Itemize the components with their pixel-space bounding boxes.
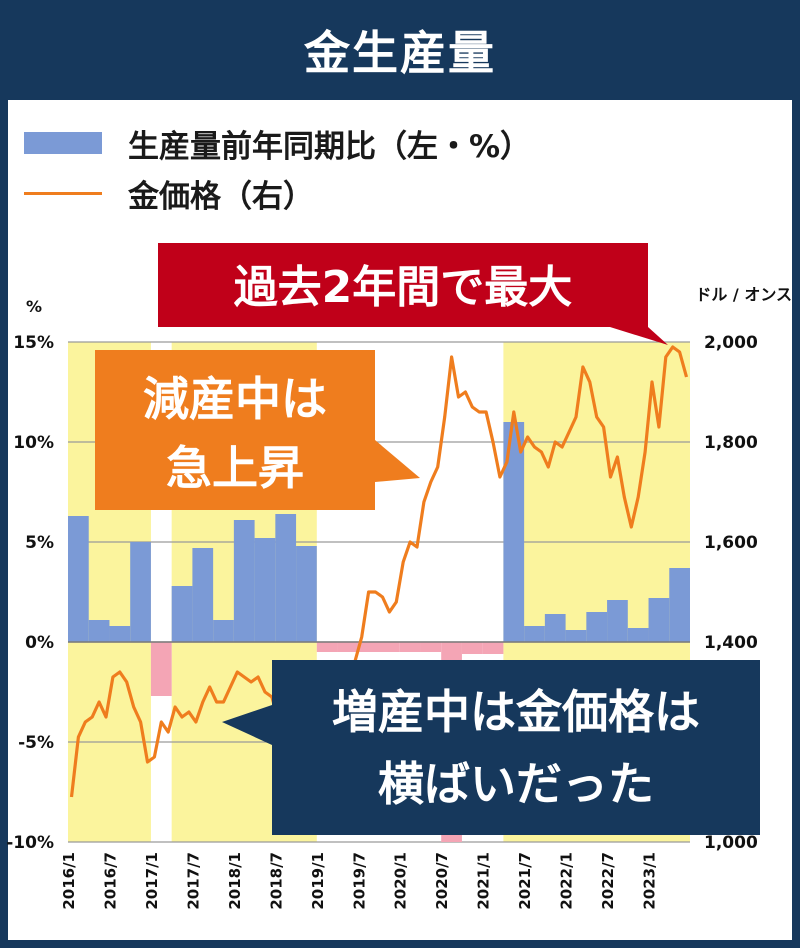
callout-decline-pointer — [375, 440, 420, 482]
x-tick-label: 2022/1 — [558, 852, 576, 910]
bar-2019Q1 — [316, 642, 338, 652]
x-tick-label: 2018/7 — [267, 852, 285, 910]
bar-2017Q2 — [171, 586, 193, 642]
x-tick-label: 2021/7 — [516, 852, 534, 910]
callout-max-pointer — [610, 327, 668, 345]
x-axis: 2016/1 2016/7 2017/1 2017/7 2018/1 2018/7 2019… — [60, 852, 659, 910]
left-tick-label: 0% — [25, 633, 54, 653]
bar-2016Q4 — [130, 542, 151, 642]
gold-price-line — [69, 345, 689, 798]
production-bars — [68, 422, 690, 842]
legend-label-line: 金価格（右） — [128, 178, 314, 215]
bar-2017Q3 — [192, 548, 214, 642]
right-axis-unit: ドル / オンス — [695, 285, 792, 304]
callout-decline-line2: 急上昇 — [166, 441, 304, 495]
bar-2022Q1 — [565, 630, 587, 642]
legend-item-bar: 生産量前年同期比（左・%） — [24, 118, 531, 168]
right-tick-label: 1,600 — [704, 533, 758, 553]
bar-2020Q2 — [420, 642, 442, 652]
bar-2023Q1 — [648, 598, 670, 642]
bar-2016Q1 — [68, 516, 89, 642]
bar-2021Q2 — [503, 422, 525, 642]
x-tick-label: 2018/1 — [226, 852, 244, 910]
bar-2022Q3 — [607, 600, 628, 642]
x-tick-label: 2020/7 — [433, 852, 451, 910]
legend-label-bar: 生産量前年同期比（左・%） — [128, 128, 532, 165]
x-tick-label: 2023/1 — [641, 852, 659, 910]
x-tick-label: 2019/7 — [350, 852, 368, 910]
x-tick-label: 2016/1 — [60, 852, 78, 910]
callout-decline-box — [95, 350, 375, 510]
bar-2018Q2 — [254, 538, 276, 642]
right-tick-label: 2,000 — [704, 333, 758, 353]
callout-decline-line1: 減産中は — [143, 372, 327, 426]
right-tick-label: 1,800 — [704, 433, 758, 453]
bar-2018Q1 — [233, 520, 255, 642]
bar-2022Q2 — [586, 612, 608, 642]
legend-swatch-bar — [24, 132, 102, 154]
bar-2023Q2 — [669, 568, 690, 642]
bar-2020Q4 — [461, 642, 483, 654]
bar-2019Q2 — [337, 642, 359, 652]
x-tick-label: 2021/1 — [475, 852, 493, 910]
left-tick-label: -10% — [6, 833, 54, 853]
gold-price-series — [69, 345, 689, 798]
page-title: 金生産量 — [304, 26, 496, 80]
left-tick-label: 15% — [13, 333, 54, 353]
bar-2017Q4 — [213, 620, 234, 642]
left-tick-label: 10% — [13, 433, 54, 453]
legend-item-line: 金価格（右） — [24, 168, 531, 218]
bar-2020Q1 — [399, 642, 421, 652]
bar-2016Q3 — [109, 626, 131, 642]
x-tick-label: 2020/1 — [392, 852, 410, 910]
bar-2021Q1 — [482, 642, 504, 654]
bar-2021Q3 — [524, 626, 545, 642]
legend: 生産量前年同期比（左・%） 金価格（右） — [24, 118, 531, 218]
bar-2018Q3 — [275, 514, 297, 642]
x-tick-label: 2019/1 — [309, 852, 327, 910]
callout-increase-box — [272, 660, 760, 835]
left-axis: % 15% 10% 5% 0% -5% -10% — [6, 297, 54, 853]
callout-increase-line1: 増産中は金価格は — [332, 685, 700, 739]
left-axis-unit: % — [26, 297, 42, 316]
bar-2019Q4 — [379, 642, 400, 652]
left-tick-label: 5% — [25, 533, 54, 553]
x-tick-label: 2017/1 — [143, 852, 161, 910]
right-tick-label: 1,400 — [704, 633, 758, 653]
right-tick-label: 1,000 — [704, 833, 758, 853]
bar-2018Q4 — [296, 546, 317, 642]
bar-2022Q4 — [627, 628, 649, 642]
callout-increase-line2: 横ばいだった — [378, 757, 654, 811]
bar-2021Q4 — [544, 614, 566, 642]
callout-max-box — [158, 243, 648, 327]
x-tick-label: 2016/7 — [102, 852, 120, 910]
x-tick-label: 2017/7 — [184, 852, 202, 910]
legend-swatch-line — [24, 191, 102, 195]
callout-increase-pointer — [222, 705, 272, 745]
x-tick-label: 2022/7 — [599, 852, 617, 910]
bar-2017Q1 — [150, 642, 172, 696]
bar-2019Q3 — [358, 642, 379, 652]
left-tick-label: -5% — [18, 733, 54, 753]
bar-2016Q2 — [88, 620, 110, 642]
callout-max-text: 過去2年間で最大 — [234, 262, 573, 313]
